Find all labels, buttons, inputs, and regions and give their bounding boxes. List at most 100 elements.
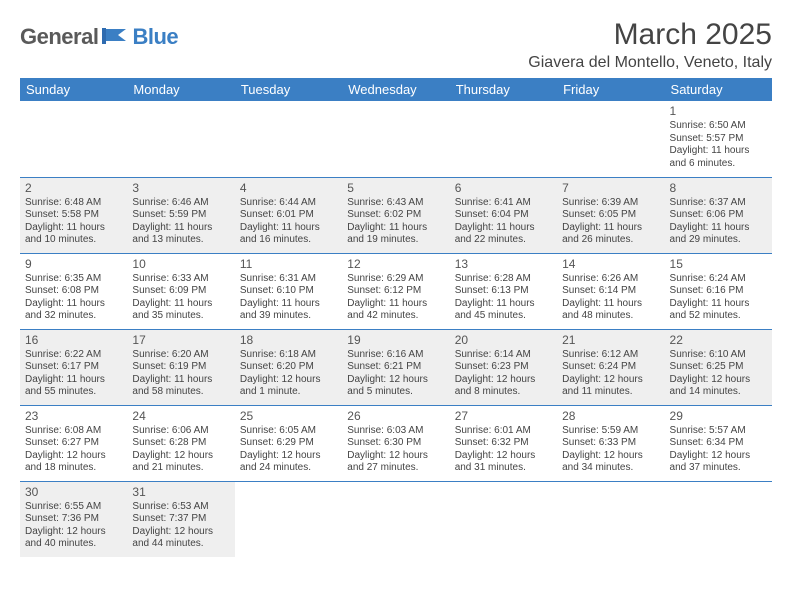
calendar-day-cell: 22Sunrise: 6:10 AMSunset: 6:25 PMDayligh…: [665, 329, 772, 405]
calendar-day-cell: 21Sunrise: 6:12 AMSunset: 6:24 PMDayligh…: [557, 329, 664, 405]
calendar-day-cell: 6Sunrise: 6:41 AMSunset: 6:04 PMDaylight…: [450, 177, 557, 253]
sunrise-text: Sunrise: 5:59 AM: [562, 425, 659, 438]
sunset-text: Sunset: 6:08 PM: [25, 285, 122, 298]
day2-text: and 22 minutes.: [455, 234, 552, 247]
day1-text: Daylight: 12 hours: [347, 374, 444, 387]
day-number: 13: [455, 257, 552, 272]
day2-text: and 40 minutes.: [25, 538, 122, 551]
sunrise-text: Sunrise: 6:35 AM: [25, 273, 122, 286]
day2-text: and 37 minutes.: [670, 462, 767, 475]
sunset-text: Sunset: 6:21 PM: [347, 361, 444, 374]
sunrise-text: Sunrise: 5:57 AM: [670, 425, 767, 438]
sunrise-text: Sunrise: 6:41 AM: [455, 197, 552, 210]
calendar-table: Sunday Monday Tuesday Wednesday Thursday…: [20, 78, 772, 557]
day1-text: Daylight: 11 hours: [132, 298, 229, 311]
sunrise-text: Sunrise: 6:03 AM: [347, 425, 444, 438]
sunrise-text: Sunrise: 6:24 AM: [670, 273, 767, 286]
day-number: 8: [670, 181, 767, 196]
day2-text: and 6 minutes.: [670, 158, 767, 171]
sunset-text: Sunset: 6:14 PM: [562, 285, 659, 298]
day1-text: Daylight: 11 hours: [455, 222, 552, 235]
weekday-header: Saturday: [665, 78, 772, 101]
calendar-day-cell: [20, 101, 127, 177]
weekday-header: Wednesday: [342, 78, 449, 101]
sunrise-text: Sunrise: 6:43 AM: [347, 197, 444, 210]
calendar-week-row: 1Sunrise: 6:50 AMSunset: 5:57 PMDaylight…: [20, 101, 772, 177]
sunset-text: Sunset: 6:24 PM: [562, 361, 659, 374]
location-subtitle: Giavera del Montello, Veneto, Italy: [528, 54, 772, 72]
day-number: 10: [132, 257, 229, 272]
sunset-text: Sunset: 6:02 PM: [347, 209, 444, 222]
day-number: 5: [347, 181, 444, 196]
sunset-text: Sunset: 6:20 PM: [240, 361, 337, 374]
day2-text: and 45 minutes.: [455, 310, 552, 323]
sunrise-text: Sunrise: 6:53 AM: [132, 501, 229, 514]
brand-text-1: General: [20, 24, 98, 50]
sunrise-text: Sunrise: 6:14 AM: [455, 349, 552, 362]
calendar-day-cell: 25Sunrise: 6:05 AMSunset: 6:29 PMDayligh…: [235, 405, 342, 481]
day-number: 28: [562, 409, 659, 424]
calendar-day-cell: [665, 481, 772, 557]
calendar-day-cell: [450, 481, 557, 557]
calendar-day-cell: 9Sunrise: 6:35 AMSunset: 6:08 PMDaylight…: [20, 253, 127, 329]
day2-text: and 42 minutes.: [347, 310, 444, 323]
day-number: 6: [455, 181, 552, 196]
day1-text: Daylight: 11 hours: [347, 298, 444, 311]
sunset-text: Sunset: 6:16 PM: [670, 285, 767, 298]
day-number: 9: [25, 257, 122, 272]
day-number: 17: [132, 333, 229, 348]
day2-text: and 24 minutes.: [240, 462, 337, 475]
day2-text: and 21 minutes.: [132, 462, 229, 475]
day1-text: Daylight: 11 hours: [25, 374, 122, 387]
weekday-header: Tuesday: [235, 78, 342, 101]
calendar-day-cell: [235, 101, 342, 177]
calendar-day-cell: 16Sunrise: 6:22 AMSunset: 6:17 PMDayligh…: [20, 329, 127, 405]
day1-text: Daylight: 11 hours: [562, 298, 659, 311]
day2-text: and 44 minutes.: [132, 538, 229, 551]
calendar-day-cell: 26Sunrise: 6:03 AMSunset: 6:30 PMDayligh…: [342, 405, 449, 481]
sunset-text: Sunset: 6:01 PM: [240, 209, 337, 222]
day1-text: Daylight: 11 hours: [670, 222, 767, 235]
day-number: 25: [240, 409, 337, 424]
day-number: 15: [670, 257, 767, 272]
day-number: 4: [240, 181, 337, 196]
day-number: 23: [25, 409, 122, 424]
calendar-day-cell: 31Sunrise: 6:53 AMSunset: 7:37 PMDayligh…: [127, 481, 234, 557]
sunset-text: Sunset: 5:58 PM: [25, 209, 122, 222]
day2-text: and 18 minutes.: [25, 462, 122, 475]
calendar-day-cell: 29Sunrise: 5:57 AMSunset: 6:34 PMDayligh…: [665, 405, 772, 481]
calendar-day-cell: 17Sunrise: 6:20 AMSunset: 6:19 PMDayligh…: [127, 329, 234, 405]
day2-text: and 35 minutes.: [132, 310, 229, 323]
day2-text: and 52 minutes.: [670, 310, 767, 323]
day-number: 29: [670, 409, 767, 424]
day2-text: and 14 minutes.: [670, 386, 767, 399]
sunrise-text: Sunrise: 6:50 AM: [670, 120, 767, 133]
weekday-header: Thursday: [450, 78, 557, 101]
calendar-day-cell: [127, 101, 234, 177]
day-number: 1: [670, 104, 767, 119]
day1-text: Daylight: 12 hours: [132, 526, 229, 539]
calendar-week-row: 16Sunrise: 6:22 AMSunset: 6:17 PMDayligh…: [20, 329, 772, 405]
calendar-day-cell: 30Sunrise: 6:55 AMSunset: 7:36 PMDayligh…: [20, 481, 127, 557]
calendar-day-cell: 18Sunrise: 6:18 AMSunset: 6:20 PMDayligh…: [235, 329, 342, 405]
calendar-day-cell: 12Sunrise: 6:29 AMSunset: 6:12 PMDayligh…: [342, 253, 449, 329]
calendar-day-cell: 1Sunrise: 6:50 AMSunset: 5:57 PMDaylight…: [665, 101, 772, 177]
sunrise-text: Sunrise: 6:26 AM: [562, 273, 659, 286]
day2-text: and 39 minutes.: [240, 310, 337, 323]
day-number: 24: [132, 409, 229, 424]
day2-text: and 27 minutes.: [347, 462, 444, 475]
calendar-day-cell: 4Sunrise: 6:44 AMSunset: 6:01 PMDaylight…: [235, 177, 342, 253]
sunset-text: Sunset: 6:34 PM: [670, 437, 767, 450]
day1-text: Daylight: 11 hours: [240, 222, 337, 235]
day-number: 18: [240, 333, 337, 348]
sunrise-text: Sunrise: 6:08 AM: [25, 425, 122, 438]
day2-text: and 58 minutes.: [132, 386, 229, 399]
brand-logo: General Blue: [20, 18, 178, 50]
sunrise-text: Sunrise: 6:06 AM: [132, 425, 229, 438]
day2-text: and 8 minutes.: [455, 386, 552, 399]
weekday-header: Sunday: [20, 78, 127, 101]
day1-text: Daylight: 11 hours: [240, 298, 337, 311]
sunrise-text: Sunrise: 6:22 AM: [25, 349, 122, 362]
calendar-day-cell: 14Sunrise: 6:26 AMSunset: 6:14 PMDayligh…: [557, 253, 664, 329]
day2-text: and 10 minutes.: [25, 234, 122, 247]
